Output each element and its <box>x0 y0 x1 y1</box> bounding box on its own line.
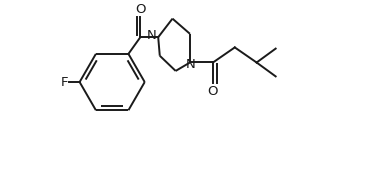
Text: O: O <box>208 85 218 98</box>
Text: N: N <box>147 29 157 42</box>
Text: O: O <box>135 3 145 16</box>
Text: F: F <box>61 76 69 89</box>
Text: N: N <box>186 58 196 71</box>
